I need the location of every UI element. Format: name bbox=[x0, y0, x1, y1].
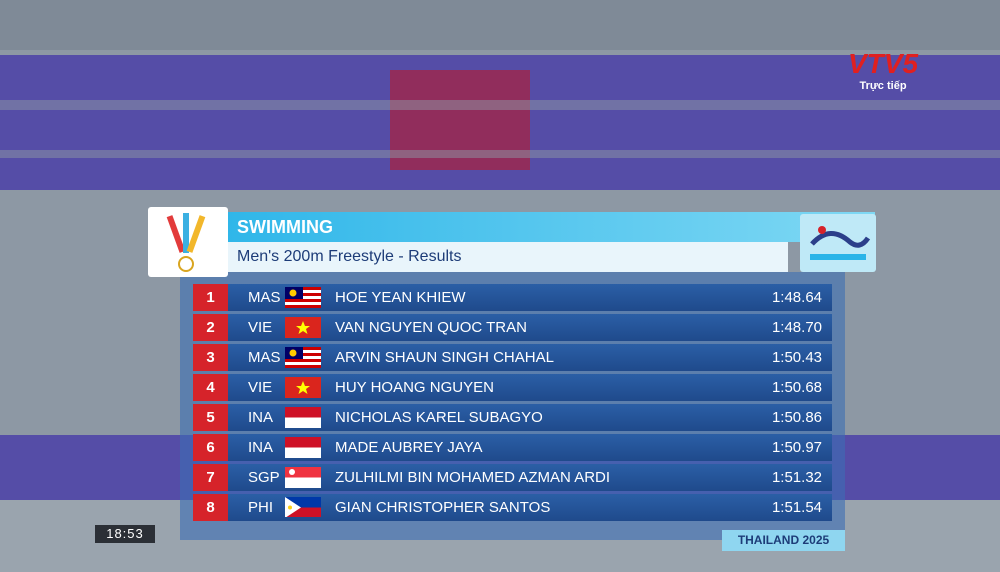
athlete-name: HUY HOANG NGUYEN bbox=[335, 379, 494, 396]
result-time: 1:50.97 bbox=[771, 439, 822, 456]
rank: 4 bbox=[193, 374, 228, 401]
country-code: PHI bbox=[248, 499, 274, 516]
athlete-name: VAN NGUYEN QUOC TRAN bbox=[335, 319, 527, 336]
athlete-name: HOE YEAN KHIEW bbox=[335, 289, 466, 306]
rank: 8 bbox=[193, 494, 228, 521]
athlete-name: ARVIN SHAUN SINGH CHAHAL bbox=[335, 349, 554, 366]
result-time: 1:50.86 bbox=[771, 409, 822, 426]
country-code: VIE bbox=[248, 379, 273, 396]
result-time: 1:50.43 bbox=[771, 349, 822, 366]
athlete-name: GIAN CHRISTOPHER SANTOS bbox=[335, 499, 551, 516]
sport-title: SWIMMING bbox=[237, 217, 333, 237]
flag-vie bbox=[285, 377, 321, 398]
rank: 7 bbox=[193, 464, 228, 491]
games-logo-icon bbox=[166, 213, 206, 272]
result-time: 1:50.68 bbox=[771, 379, 822, 396]
clock: 18:53 bbox=[95, 525, 155, 543]
broadcaster-logo: VTV5 Trực tiếp bbox=[838, 48, 928, 92]
footer-label: THAILAND 2025 bbox=[722, 530, 845, 551]
country-code: SGP bbox=[248, 469, 280, 486]
result-time: 1:51.54 bbox=[771, 499, 822, 516]
rank: 2 bbox=[193, 314, 228, 341]
flag-vie bbox=[285, 317, 321, 338]
country-code: MAS bbox=[248, 349, 281, 366]
logo-text: VTV5 bbox=[847, 48, 919, 79]
result-time: 1:48.64 bbox=[771, 289, 822, 306]
header-event-bar: Men's 200m Freestyle - Results bbox=[180, 242, 788, 272]
header-sport-bar: SWIMMING bbox=[180, 212, 875, 242]
result-time: 1:48.70 bbox=[771, 319, 822, 336]
athlete-name: ZULHILMI BIN MOHAMED AZMAN ARDI bbox=[335, 469, 611, 486]
athlete-name: NICHOLAS KAREL SUBAGYO bbox=[335, 409, 543, 426]
rank: 5 bbox=[193, 404, 228, 431]
rank: 6 bbox=[193, 434, 228, 461]
flag-ina bbox=[285, 437, 321, 458]
athlete-name: MADE AUBREY JAYA bbox=[335, 439, 483, 456]
flag-mas bbox=[285, 287, 321, 308]
flag-ina bbox=[285, 407, 321, 428]
country-code: INA bbox=[248, 439, 274, 456]
event-title: Men's 200m Freestyle - Results bbox=[237, 248, 462, 265]
flags bbox=[285, 287, 321, 517]
rank: 3 bbox=[193, 344, 228, 371]
rank: 1 bbox=[193, 284, 228, 311]
swimming-pictogram bbox=[800, 214, 876, 272]
result-time: 1:51.32 bbox=[771, 469, 822, 486]
country-code: VIE bbox=[248, 319, 273, 336]
live-label: Trực tiếp bbox=[859, 80, 907, 92]
pictogram-icon bbox=[810, 226, 871, 260]
country-code: MAS bbox=[248, 289, 281, 306]
flag-mas bbox=[285, 347, 321, 368]
flag-phi bbox=[285, 497, 321, 517]
flag-sgp bbox=[285, 467, 321, 488]
country-code: INA bbox=[248, 409, 274, 426]
games-logo bbox=[148, 207, 228, 277]
